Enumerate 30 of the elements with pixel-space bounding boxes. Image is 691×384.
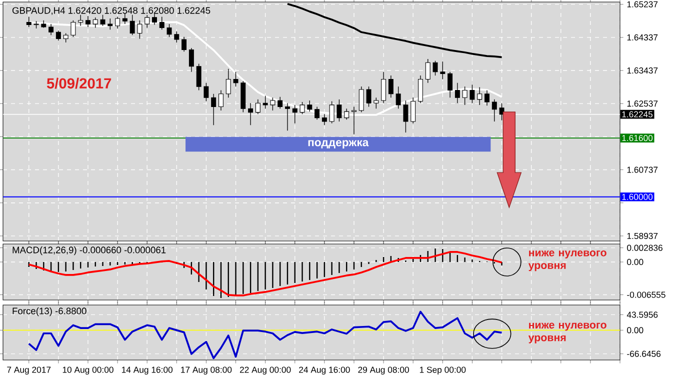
y-tick-label: 1.65237 bbox=[627, 1, 658, 8]
y-tick-label: 1.64337 bbox=[627, 34, 658, 40]
y-tick-label: -66.6456 bbox=[627, 350, 661, 357]
y-tick-label: 1.63437 bbox=[627, 67, 658, 74]
chart-title: MACD(12,26,9) -0.000660 -0.000061 bbox=[12, 246, 166, 256]
text: ниже нулевого уровня bbox=[528, 250, 606, 272]
ref-line-label: 1.60000 bbox=[622, 194, 653, 200]
y-tick-label: 0.00 bbox=[627, 327, 644, 334]
x-tick-label: 14 Aug 16:00 bbox=[122, 366, 173, 375]
x-tick-label: 22 Aug 00:00 bbox=[240, 366, 291, 375]
y-tick-label: 1.60737 bbox=[627, 166, 658, 173]
y-tick-label: 0.002836 bbox=[627, 244, 662, 251]
text: ниже нулевого уровня bbox=[528, 322, 606, 344]
ref-line-label: 1.62245 bbox=[622, 111, 653, 118]
chart-title: GBPAUD,H4 1.62420 1.62548 1.62080 1.62245 bbox=[12, 7, 210, 15]
y-tick-label: 1.58937 bbox=[627, 232, 658, 240]
x-tick-label: 24 Aug 16:00 bbox=[299, 366, 350, 375]
y-tick-label: 1.62537 bbox=[627, 100, 658, 107]
y-tick-label: 43.5956 bbox=[626, 312, 658, 318]
y-tick-label: -0.006555 bbox=[627, 292, 666, 298]
x-tick-label: 1 Sep 00:00 bbox=[420, 366, 466, 375]
x-tick-label: 29 Aug 08:00 bbox=[358, 366, 409, 375]
x-tick-label: 10 Aug 00:00 bbox=[62, 366, 114, 375]
x-tick-label: 7 Aug 2017 bbox=[7, 366, 51, 375]
ref-line-label: 1.61600 bbox=[622, 134, 653, 142]
y-tick-label: 0.00 bbox=[627, 258, 644, 266]
chart-title: Force(13) -6.8800 bbox=[12, 307, 86, 316]
x-tick-label: 17 Aug 08:00 bbox=[181, 366, 232, 375]
annotation: поддержка bbox=[308, 140, 369, 149]
annotation: 5/09/2017 bbox=[46, 78, 112, 89]
